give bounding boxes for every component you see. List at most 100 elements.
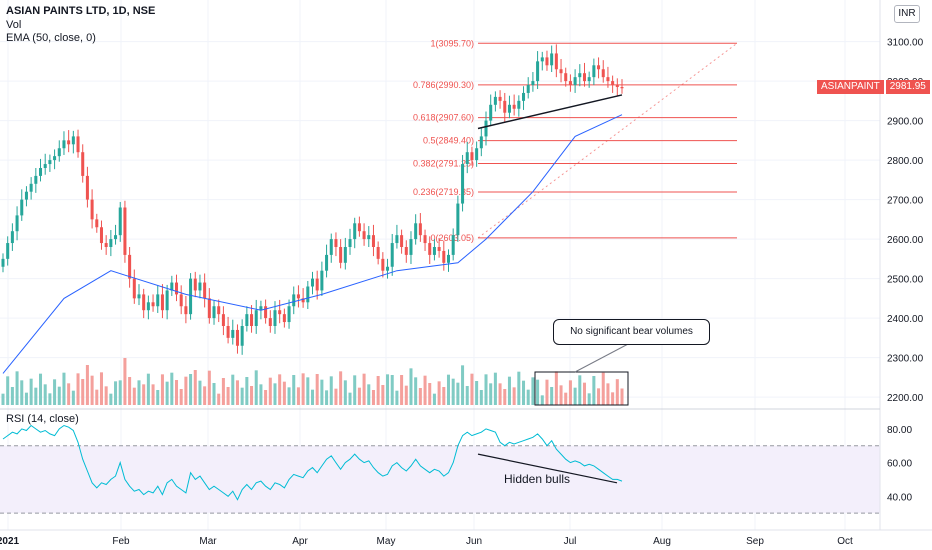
rsi-path: [2, 424, 623, 501]
candle-body: [371, 235, 375, 247]
candle-body: [132, 278, 136, 299]
candle-body: [90, 199, 94, 220]
volume-bar: [578, 375, 582, 405]
volume-bar: [193, 370, 197, 405]
candle-body: [498, 96, 502, 101]
candle-body: [1, 258, 5, 267]
price-tick-label: 2500.00: [887, 275, 924, 286]
candle-body: [287, 306, 291, 323]
rsi-trendline: [477, 453, 618, 484]
candle-body: [292, 294, 296, 307]
volume-bar: [320, 379, 324, 405]
volume-bar: [522, 380, 526, 405]
candle-body: [409, 239, 413, 255]
volume-bar: [540, 395, 544, 405]
currency-button[interactable]: INR: [894, 5, 920, 23]
candle-body: [15, 215, 19, 232]
candle-body: [20, 199, 24, 216]
volume-bar: [334, 388, 338, 405]
ema-legend[interactable]: EMA (50, close, 0): [6, 32, 96, 44]
candle-body: [582, 73, 586, 82]
candle-body: [315, 278, 319, 291]
candle-body: [423, 235, 427, 244]
volume-bar: [404, 385, 408, 405]
candle-body: [503, 100, 507, 113]
price-trendline: [477, 94, 623, 130]
price-tick-label: 2300.00: [887, 354, 924, 365]
volume-bar: [465, 386, 469, 405]
volume-bar: [146, 373, 150, 405]
volume-bar: [353, 375, 357, 405]
drawings[interactable]: [477, 94, 631, 484]
volume-bar: [142, 384, 146, 405]
candle-body: [273, 310, 277, 326]
vol-legend[interactable]: Vol: [6, 19, 22, 31]
candle-body: [207, 298, 211, 319]
candle-body: [114, 235, 118, 240]
candle-body: [245, 314, 249, 326]
price-tick-label: 2800.00: [887, 156, 924, 167]
volume-bar: [418, 388, 422, 405]
candle-body: [353, 223, 357, 240]
candle-body: [601, 69, 605, 78]
candle-body: [151, 302, 155, 307]
fib-level-label: 1(3095.70): [430, 38, 474, 48]
volume-bar: [240, 387, 244, 405]
fib-retracement[interactable]: 1(3095.70) 0.786(2990.30) 0.618(2907.60) 0.…: [413, 38, 738, 243]
volume-bar: [90, 375, 94, 405]
candle-body: [597, 65, 601, 70]
candle-body: [85, 175, 89, 200]
candle-body: [184, 306, 188, 315]
candle-body: [381, 258, 385, 271]
volume-bar: [15, 371, 19, 405]
rsi-band-fill: [0, 445, 880, 514]
callout-pointer: [574, 342, 631, 373]
symbol-title[interactable]: ASIAN PAINTS LTD, 1D, NSE: [6, 5, 156, 17]
candle-body: [268, 318, 272, 326]
candle-body: [446, 254, 451, 263]
volume-bar: [76, 373, 80, 405]
volume-bar: [156, 390, 160, 405]
volume-bar: [109, 393, 113, 405]
volume-bar: [470, 373, 474, 405]
candle-body: [578, 73, 582, 78]
volume-bar: [137, 380, 141, 405]
candle-body: [334, 239, 338, 247]
candles: [1, 44, 624, 355]
candle-body: [526, 85, 530, 93]
volume-bar: [235, 380, 239, 405]
volume-bar: [57, 386, 61, 405]
volume-bar: [475, 381, 479, 405]
candle-body: [306, 286, 310, 303]
candle-body: [390, 243, 394, 267]
volume-bar: [184, 376, 188, 405]
volume-bar: [10, 387, 14, 405]
volume-bar: [526, 389, 530, 405]
candle-body: [456, 203, 460, 236]
candle-body: [109, 239, 113, 247]
candle-body: [451, 235, 455, 255]
ema-path: [2, 114, 623, 374]
volume-bar: [226, 387, 230, 405]
candle-body: [367, 235, 371, 240]
volume-bar: [170, 372, 174, 405]
volume-bar: [597, 388, 601, 405]
rsi-note[interactable]: Hidden bulls: [504, 472, 571, 486]
candle-body: [545, 57, 549, 66]
volume-bar: [43, 384, 47, 405]
candle-body: [160, 294, 164, 311]
volume-bar: [564, 392, 568, 405]
candle-body: [62, 140, 66, 149]
volume-bar: [428, 383, 432, 405]
candle-body: [259, 306, 263, 311]
candle-body: [39, 168, 43, 176]
callout-note[interactable]: No significant bear volumes: [553, 319, 710, 345]
volume-bar: [207, 370, 211, 405]
rsi-legend[interactable]: RSI (14, close): [6, 413, 79, 425]
candle-body: [123, 207, 127, 255]
candle-body: [512, 104, 516, 109]
price-tick-label: 2200.00: [887, 393, 924, 404]
candle-body: [301, 298, 305, 303]
